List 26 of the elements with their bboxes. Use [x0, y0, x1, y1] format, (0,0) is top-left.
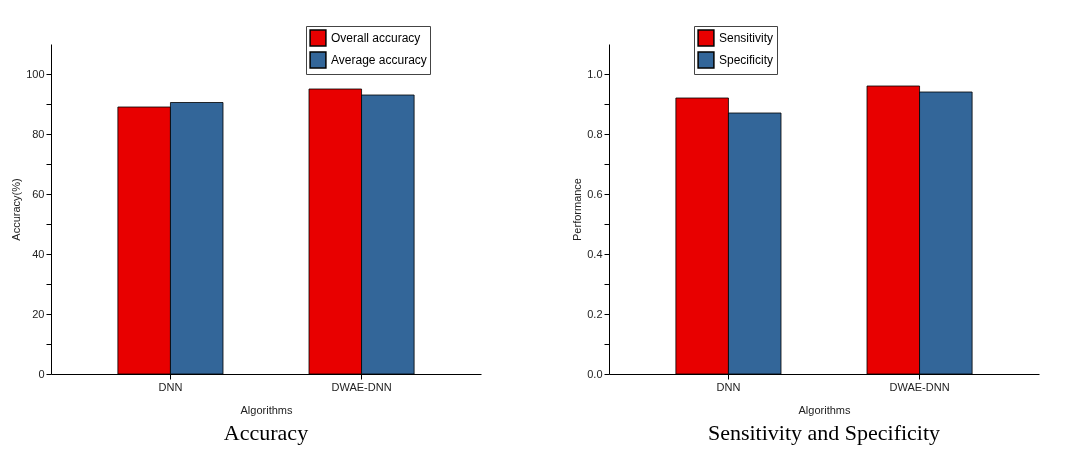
- legend-label: Sensitivity: [719, 31, 774, 45]
- y-axis-title: Accuracy(%): [10, 178, 23, 241]
- text: Sensitivity and Specificity: [707, 420, 941, 445]
- y-tick-label: 1.0: [587, 67, 603, 80]
- x-tick-label: DNN: [158, 380, 183, 393]
- x-axis-title: Algorithms: [240, 403, 293, 416]
- y-tick-label: 0.2: [587, 307, 603, 320]
- y-tick-label: 0.8: [587, 127, 603, 140]
- y-tick-label: 0.6: [587, 187, 603, 200]
- legend-label: Overall accuracy: [331, 31, 421, 45]
- y-tick-label: 100: [26, 67, 45, 80]
- x-tick-label: DWAE-DNN: [889, 380, 950, 393]
- legend-label: Average accuracy: [331, 53, 427, 67]
- y-tick-label: 0: [38, 367, 45, 380]
- y-tick-label: 0.0: [587, 367, 603, 380]
- legend-label: Specificity: [719, 53, 774, 67]
- x-axis-title: Algorithms: [798, 403, 851, 416]
- text: Accuracy: [223, 420, 309, 445]
- y-tick-label: 60: [32, 187, 45, 200]
- x-tick-label: DNN: [716, 380, 741, 393]
- y-tick-label: 40: [32, 247, 45, 260]
- y-axis-title: Performance: [571, 178, 584, 241]
- y-tick-label: 20: [32, 307, 45, 320]
- y-tick-label: 80: [32, 127, 45, 140]
- y-tick-label: 0.4: [587, 247, 603, 260]
- x-tick-label: DWAE-DNN: [331, 380, 392, 393]
